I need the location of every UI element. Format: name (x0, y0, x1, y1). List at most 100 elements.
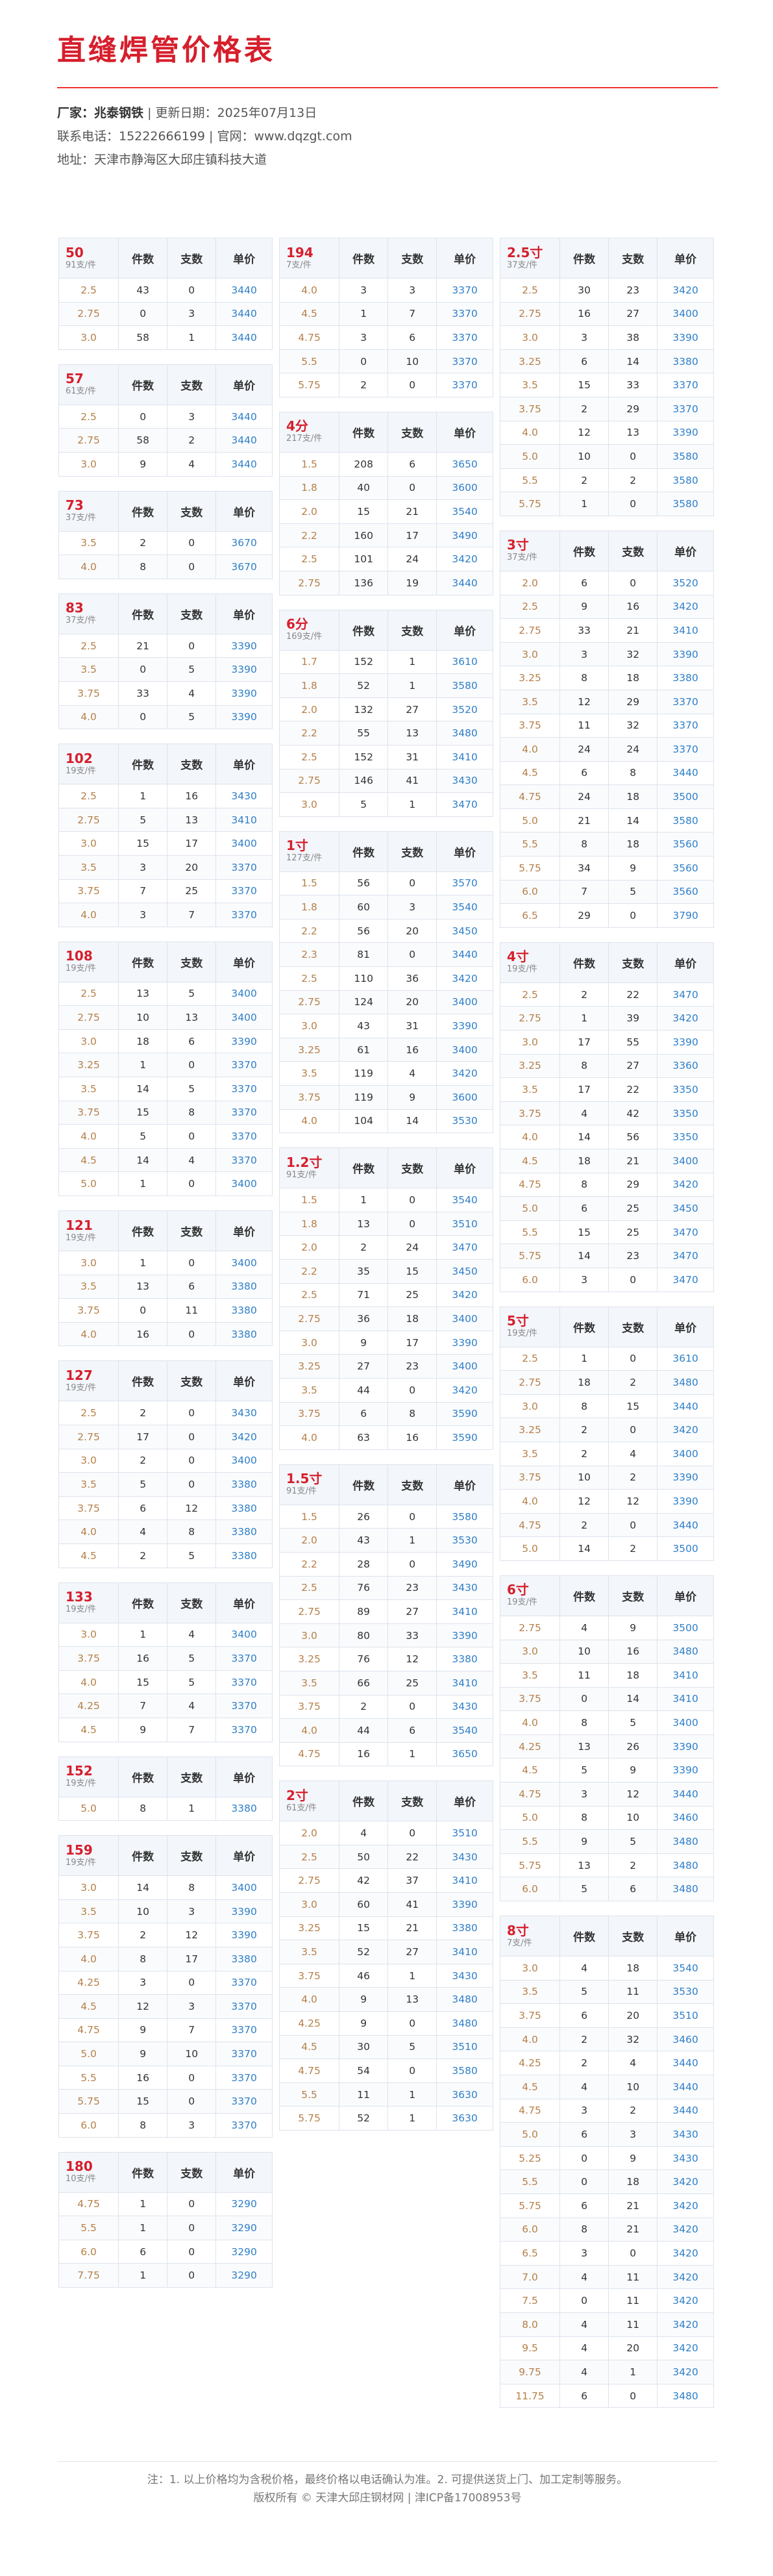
piece-count: 0 (387, 1504, 437, 1529)
piece-count: 22 (608, 1077, 658, 1102)
unit-price: 3410 (436, 1599, 493, 1624)
unit-price: 3370 (436, 325, 493, 350)
bundle-count: 1 (118, 2192, 168, 2217)
piece-count: 0 (167, 1053, 217, 1078)
wall-thickness: 2.5 (278, 1282, 340, 1308)
header-pcs: 支数 (608, 1306, 658, 1347)
header-count: 件数 (559, 1575, 609, 1616)
table-header: 6寸 19支/件 件数 支数 单价 (499, 1575, 714, 1616)
wall-thickness: 2.75 (499, 1615, 561, 1640)
table-row: 2.5 1 16 3430 (58, 784, 273, 808)
wall-thickness: 4.0 (58, 1124, 119, 1149)
price-table: 159 19支/件 件数 支数 单价 3.0 14 8 3400 3.5 10 3 3390 3.75 2 1… (58, 1835, 273, 2138)
table-row: 2.75 146 41 3430 (278, 768, 493, 794)
unit-price: 3600 (436, 475, 493, 501)
unit-price: 3370 (215, 1994, 273, 2019)
bundle-count: 2 (559, 468, 609, 493)
unit-price: 3470 (657, 1244, 714, 1268)
spec-cell: 102 19支/件 (58, 744, 119, 785)
wall-thickness: 3.0 (58, 831, 119, 856)
wall-thickness: 5.75 (499, 492, 561, 516)
unit-price: 3410 (436, 1940, 493, 1964)
bundle-count: 2 (559, 982, 609, 1007)
header-pcs: 支数 (167, 1835, 217, 1877)
bundle-count: 1 (339, 301, 389, 327)
piece-count: 20 (608, 2336, 658, 2361)
table-row: 4.25 7 4 3370 (58, 1694, 273, 1718)
bundle-count: 33 (118, 681, 168, 706)
table-row: 2.5 9 16 3420 (499, 594, 714, 619)
unit-price: 3430 (436, 1963, 493, 1988)
wall-thickness: 2.5 (58, 278, 119, 303)
unit-price: 3370 (215, 1970, 273, 1995)
table-header: 1寸 127支/件 件数 支数 单价 (278, 831, 493, 872)
table-row: 3.5 44 0 3420 (278, 1377, 493, 1403)
piece-count: 21 (608, 1149, 658, 1173)
bundle-count: 3 (118, 855, 168, 880)
unit-price: 3480 (657, 1370, 714, 1395)
bundle-count: 5 (118, 1124, 168, 1149)
unit-price: 3410 (436, 744, 493, 769)
table-row: 2.3 81 0 3440 (278, 942, 493, 968)
unit-price: 3370 (215, 1100, 273, 1125)
unit-price: 3350 (657, 1101, 714, 1126)
table-header: 4分 217支/件 件数 支数 单价 (278, 411, 493, 453)
bundle-count: 0 (118, 301, 168, 327)
wall-thickness: 6.0 (499, 2217, 561, 2242)
table-row: 5.5 9 5 3480 (499, 1829, 714, 1854)
piece-count: 5 (608, 1710, 658, 1735)
bundle-count: 5 (118, 807, 168, 832)
bundle-count: 7 (118, 879, 168, 904)
piece-count: 25 (608, 1196, 658, 1221)
piece-count: 14 (608, 1686, 658, 1712)
bundle-count: 15 (559, 1219, 609, 1245)
wall-thickness: 3.25 (278, 1354, 340, 1379)
wall-thickness: 2.5 (278, 966, 340, 991)
piece-count: 4 (167, 1622, 217, 1647)
spec-cell: 1.2寸 91支/件 (278, 1147, 340, 1189)
price-table: 4寸 19支/件 件数 支数 单价 2.5 2 22 3470 2.75 1 39 3420 3.0 17 5… (499, 942, 714, 1292)
wall-thickness: 3.0 (499, 1030, 561, 1055)
price-columns: 50 91支/件 件数 支数 单价 2.5 43 0 3440 2.75 0 3 3440 3.0 58 1 3… (58, 238, 714, 2422)
wall-thickness: 3.25 (58, 1053, 119, 1078)
unit-price: 3390 (657, 1030, 714, 1055)
piece-count: 0 (167, 1472, 217, 1497)
pipe-size: 5寸 (507, 1313, 529, 1329)
unit-price: 3440 (657, 1512, 714, 1538)
table-row: 3.75 16 5 3370 (58, 1646, 273, 1671)
unit-price: 3420 (657, 2264, 714, 2290)
table-row: 6.5 3 0 3420 (499, 2241, 714, 2266)
update-date: | 更新日期：2025年07月13日 (143, 106, 317, 120)
bundle-count: 17 (559, 1077, 609, 1102)
bundle-count: 0 (559, 2170, 609, 2194)
wall-thickness: 3.25 (278, 1037, 340, 1062)
wall-thickness: 3.75 (278, 1694, 340, 1719)
table-row: 3.0 15 17 3400 (58, 831, 273, 856)
piece-count: 31 (387, 1014, 437, 1038)
bundle-count: 43 (118, 278, 168, 303)
unit-price: 3470 (657, 982, 714, 1007)
page-footer: 注：1. 以上价格均为含税价格，最终价格以电话确认为准。2. 可提供送货上门、加… (57, 2461, 718, 2507)
table-row: 3.75 11 32 3370 (499, 713, 714, 738)
wall-thickness: 2.75 (499, 301, 561, 327)
table-row: 5.5 0 18 3420 (499, 2170, 714, 2194)
bundle-count: 2 (559, 1418, 609, 1442)
bundle-count: 2 (118, 1401, 168, 1425)
unit-price: 3400 (436, 1037, 493, 1062)
unit-price: 3370 (215, 903, 273, 927)
wall-thickness: 2.5 (58, 404, 119, 429)
piece-count: 7 (167, 2018, 217, 2043)
table-row: 3.0 1 4 3400 (58, 1622, 273, 1647)
unit-price: 3440 (657, 2098, 714, 2123)
bundle-count: 119 (339, 1085, 389, 1110)
piece-count: 1 (167, 1796, 217, 1821)
table-row: 2.5 101 24 3420 (278, 547, 493, 571)
piece-count: 16 (608, 1639, 658, 1664)
bundle-count: 42 (339, 1868, 389, 1894)
piece-count: 12 (167, 1923, 217, 1947)
header-price: 单价 (215, 941, 273, 982)
table-row: 2.2 35 15 3450 (278, 1259, 493, 1284)
bundle-count: 119 (339, 1061, 389, 1086)
unit-price: 3500 (657, 1615, 714, 1640)
unit-price: 3400 (215, 1448, 273, 1473)
